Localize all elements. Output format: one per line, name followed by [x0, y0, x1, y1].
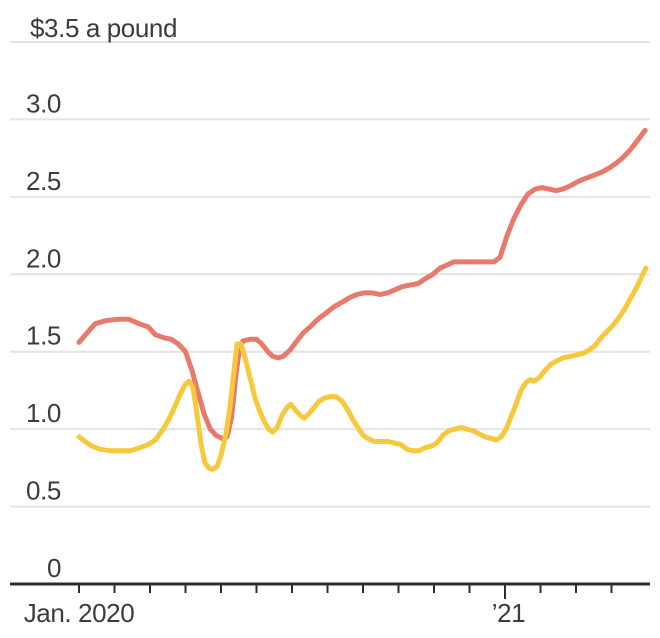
- data-series: [76, 127, 649, 472]
- y-tick-label-1.0: 1.0: [26, 398, 61, 428]
- y-tick-label-1.5: 1.5: [26, 321, 61, 351]
- x-axis-label: Jan. 2020: [24, 598, 135, 628]
- y-axis-unit-label: $3.5 a pound: [30, 13, 177, 43]
- y-tick-label-0: 0: [47, 553, 61, 583]
- y-tick-label-0.5: 0.5: [26, 476, 61, 506]
- axis-labels: 3.0 2.5 2.0 1.5 1.0 0.5 0 Jan. 2020 ’21: [24, 88, 526, 628]
- x-axis-label: ’21: [492, 598, 526, 628]
- y-tick-label-2.0: 2.0: [26, 243, 61, 273]
- y-tick-label-3.0: 3.0: [26, 88, 61, 118]
- gridlines: [10, 41, 650, 508]
- series-line-yellow: [76, 265, 649, 472]
- series-line-red: [76, 127, 648, 441]
- x-axis: [10, 582, 650, 599]
- y-tick-label-2.5: 2.5: [26, 166, 61, 196]
